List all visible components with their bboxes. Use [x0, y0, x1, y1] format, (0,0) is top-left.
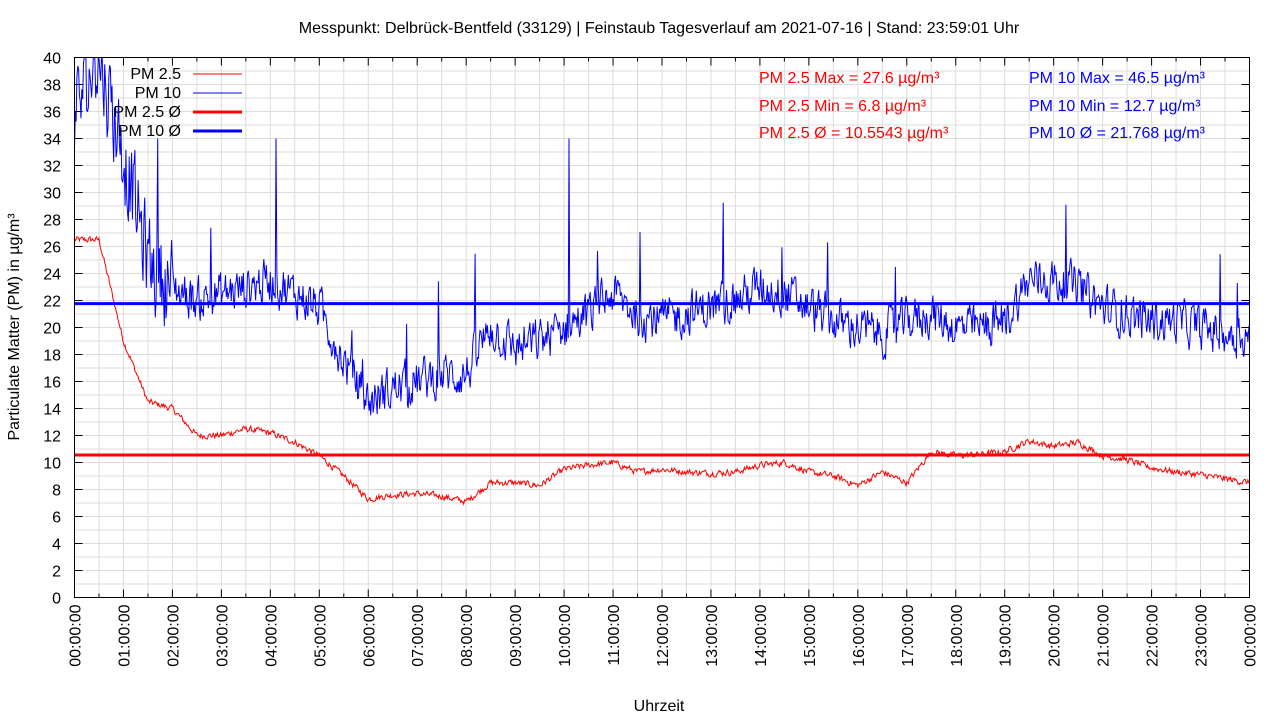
y-tick-label: 30	[43, 186, 61, 203]
x-tick-label: 22:00:00	[1145, 604, 1162, 666]
y-tick-label: 32	[43, 159, 61, 176]
y-tick-label: 8	[52, 483, 61, 500]
y-tick-label: 16	[43, 375, 61, 392]
y-tick-label: 14	[43, 402, 61, 419]
x-tick-label: 01:00:00	[116, 604, 133, 666]
x-tick-label: 15:00:00	[802, 604, 819, 666]
x-tick-label: 02:00:00	[165, 604, 182, 666]
y-tick-label: 34	[43, 132, 61, 149]
legend-pm10: PM 10	[135, 85, 181, 102]
x-tick-label: 06:00:00	[361, 604, 378, 666]
stat-pm25-avg: PM 2.5 Ø = 10.5543 µg/m³	[759, 125, 949, 142]
stats-pm25: PM 2.5 Max = 27.6 µg/m³ PM 2.5 Min = 6.8…	[759, 70, 949, 142]
x-tick-label: 17:00:00	[900, 604, 917, 666]
y-tick-label: 20	[43, 321, 61, 338]
x-tick-label: 09:00:00	[508, 604, 525, 666]
grid	[74, 57, 1250, 598]
y-tick-label: 22	[43, 294, 61, 311]
series-line-pm25	[74, 235, 1250, 507]
x-tick-label: 14:00:00	[753, 604, 770, 666]
stat-pm10-avg: PM 10 Ø = 21.768 µg/m³	[1029, 125, 1206, 142]
legend: PM 2.5 PM 10 PM 2.5 Ø PM 10 Ø	[113, 66, 242, 140]
x-tick-label: 19:00:00	[998, 604, 1015, 666]
series-line-pm10	[74, 57, 1250, 416]
y-axis-label: Particulate Matter (PM) in µg/m³	[6, 213, 23, 441]
y-tick-label: 40	[43, 51, 61, 68]
stat-pm10-max: PM 10 Max = 46.5 µg/m³	[1029, 70, 1206, 87]
x-tick-label: 03:00:00	[214, 604, 231, 666]
legend-pm10-avg: PM 10 Ø	[118, 123, 181, 140]
x-tick-label: 08:00:00	[459, 604, 476, 666]
legend-pm25-avg: PM 2.5 Ø	[113, 104, 181, 121]
stat-pm25-min: PM 2.5 Min = 6.8 µg/m³	[759, 98, 927, 115]
x-tick-label: 18:00:00	[949, 604, 966, 666]
x-tick-label: 20:00:00	[1047, 604, 1064, 666]
y-tick-label: 10	[43, 456, 61, 473]
y-tick-label: 28	[43, 213, 61, 230]
x-tick-label: 07:00:00	[410, 604, 427, 666]
y-tick-label: 12	[43, 429, 61, 446]
x-tick-label: 10:00:00	[557, 604, 574, 666]
x-axis-label: Uhrzeit	[634, 698, 685, 715]
y-tick-label: 36	[43, 105, 61, 122]
y-tick-label: 26	[43, 240, 61, 257]
stat-pm25-max: PM 2.5 Max = 27.6 µg/m³	[759, 70, 940, 87]
y-tick-label: 6	[52, 510, 61, 527]
x-tick-label: 04:00:00	[263, 604, 280, 666]
series-layer	[74, 57, 1250, 507]
x-tick-label: 13:00:00	[704, 604, 721, 666]
x-tick-label: 12:00:00	[655, 604, 672, 666]
legend-pm25: PM 2.5	[130, 66, 181, 83]
stat-pm10-min: PM 10 Min = 12.7 µg/m³	[1029, 98, 1201, 115]
x-tick-label: 00:00:00	[68, 604, 85, 666]
y-tick-label: 2	[52, 564, 61, 581]
y-tick-label: 0	[52, 591, 61, 608]
x-tick-label: 21:00:00	[1096, 604, 1113, 666]
x-tick-label: 11:00:00	[606, 604, 623, 665]
x-tick-label: 23:00:00	[1194, 604, 1211, 666]
y-tick-label: 18	[43, 348, 61, 365]
x-tick-label: 05:00:00	[312, 604, 329, 666]
x-tick-label: 00:00:00	[1243, 604, 1260, 666]
y-tick-label: 24	[43, 267, 61, 284]
x-tick-label: 16:00:00	[851, 604, 868, 666]
plot-frame	[74, 57, 1250, 598]
axis-ticks: 024681012141618202224262830323436384000:…	[43, 51, 1259, 667]
chart-title: Messpunkt: Delbrück-Bentfeld (33129) | F…	[299, 20, 1020, 37]
stats-pm10: PM 10 Max = 46.5 µg/m³ PM 10 Min = 12.7 …	[1029, 70, 1206, 142]
y-tick-label: 38	[43, 78, 61, 95]
y-tick-label: 4	[52, 537, 61, 554]
